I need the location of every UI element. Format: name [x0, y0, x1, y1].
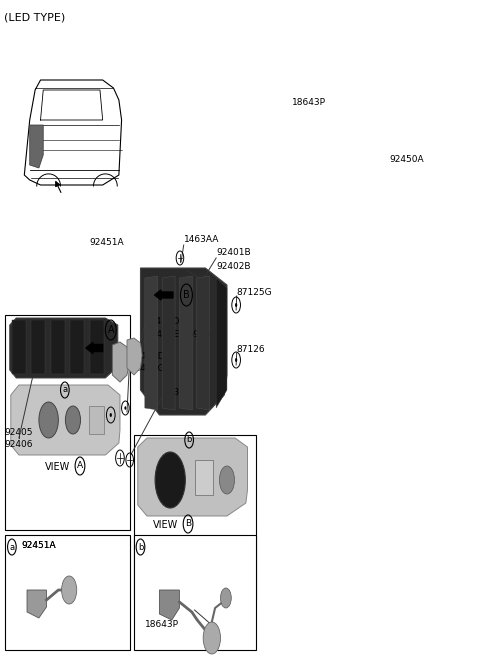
Polygon shape	[24, 80, 121, 185]
Circle shape	[110, 413, 112, 417]
Polygon shape	[112, 342, 130, 382]
Bar	[134, 535, 255, 650]
Bar	[12, 320, 26, 374]
Polygon shape	[11, 385, 120, 455]
Text: VIEW: VIEW	[45, 462, 70, 472]
Circle shape	[219, 466, 235, 494]
Text: 87125G: 87125G	[237, 288, 272, 297]
Text: 92451A: 92451A	[89, 238, 124, 247]
Text: 92450A: 92450A	[389, 155, 424, 164]
Text: a: a	[9, 543, 14, 551]
Circle shape	[235, 303, 237, 307]
Text: 92402B: 92402B	[216, 262, 251, 271]
Text: 92451A: 92451A	[22, 541, 56, 550]
Polygon shape	[138, 438, 248, 516]
Polygon shape	[197, 276, 210, 410]
Text: 92406: 92406	[4, 440, 33, 449]
Text: VIEW: VIEW	[153, 520, 179, 530]
Text: 92405: 92405	[4, 428, 33, 437]
Polygon shape	[216, 278, 227, 408]
Text: 92421E 86910: 92421E 86910	[145, 330, 210, 339]
Polygon shape	[10, 318, 118, 378]
Circle shape	[61, 576, 77, 604]
Polygon shape	[145, 276, 158, 410]
Bar	[134, 435, 255, 600]
Circle shape	[65, 406, 81, 434]
Text: 18643P: 18643P	[292, 98, 326, 107]
Text: A: A	[77, 461, 83, 470]
Text: b: b	[138, 543, 143, 551]
FancyArrow shape	[155, 290, 173, 300]
Bar	[90, 320, 104, 374]
Polygon shape	[141, 268, 227, 415]
Bar	[51, 320, 65, 374]
Text: 1463AA: 1463AA	[184, 235, 219, 244]
Text: (LED TYPE): (LED TYPE)	[4, 12, 66, 22]
Text: 18643P: 18643P	[145, 620, 179, 629]
Text: 87126: 87126	[237, 345, 265, 354]
Text: a: a	[62, 386, 67, 394]
Polygon shape	[159, 590, 180, 620]
FancyArrow shape	[86, 342, 103, 353]
Circle shape	[155, 452, 185, 508]
Polygon shape	[30, 125, 43, 168]
Text: B: B	[183, 290, 190, 300]
Bar	[89, 406, 104, 434]
Text: 1244BD: 1244BD	[130, 352, 165, 361]
Circle shape	[124, 406, 126, 410]
Polygon shape	[180, 276, 192, 410]
Circle shape	[235, 358, 237, 362]
Text: 92401B: 92401B	[216, 248, 251, 257]
Bar	[194, 460, 214, 495]
Circle shape	[220, 588, 231, 608]
Bar	[5, 535, 130, 650]
Text: 1244BG: 1244BG	[130, 364, 165, 373]
Polygon shape	[127, 338, 142, 375]
Text: 92451A: 92451A	[22, 541, 56, 550]
Polygon shape	[27, 590, 47, 618]
Polygon shape	[162, 276, 175, 410]
Bar	[31, 320, 46, 374]
Text: 87393: 87393	[162, 388, 191, 397]
Circle shape	[203, 622, 220, 654]
Bar	[5, 315, 130, 530]
Text: 92411D: 92411D	[145, 317, 180, 326]
Text: A: A	[108, 325, 114, 335]
Text: b: b	[186, 436, 192, 445]
Bar	[70, 320, 84, 374]
Text: B: B	[185, 520, 191, 528]
Circle shape	[39, 402, 59, 438]
